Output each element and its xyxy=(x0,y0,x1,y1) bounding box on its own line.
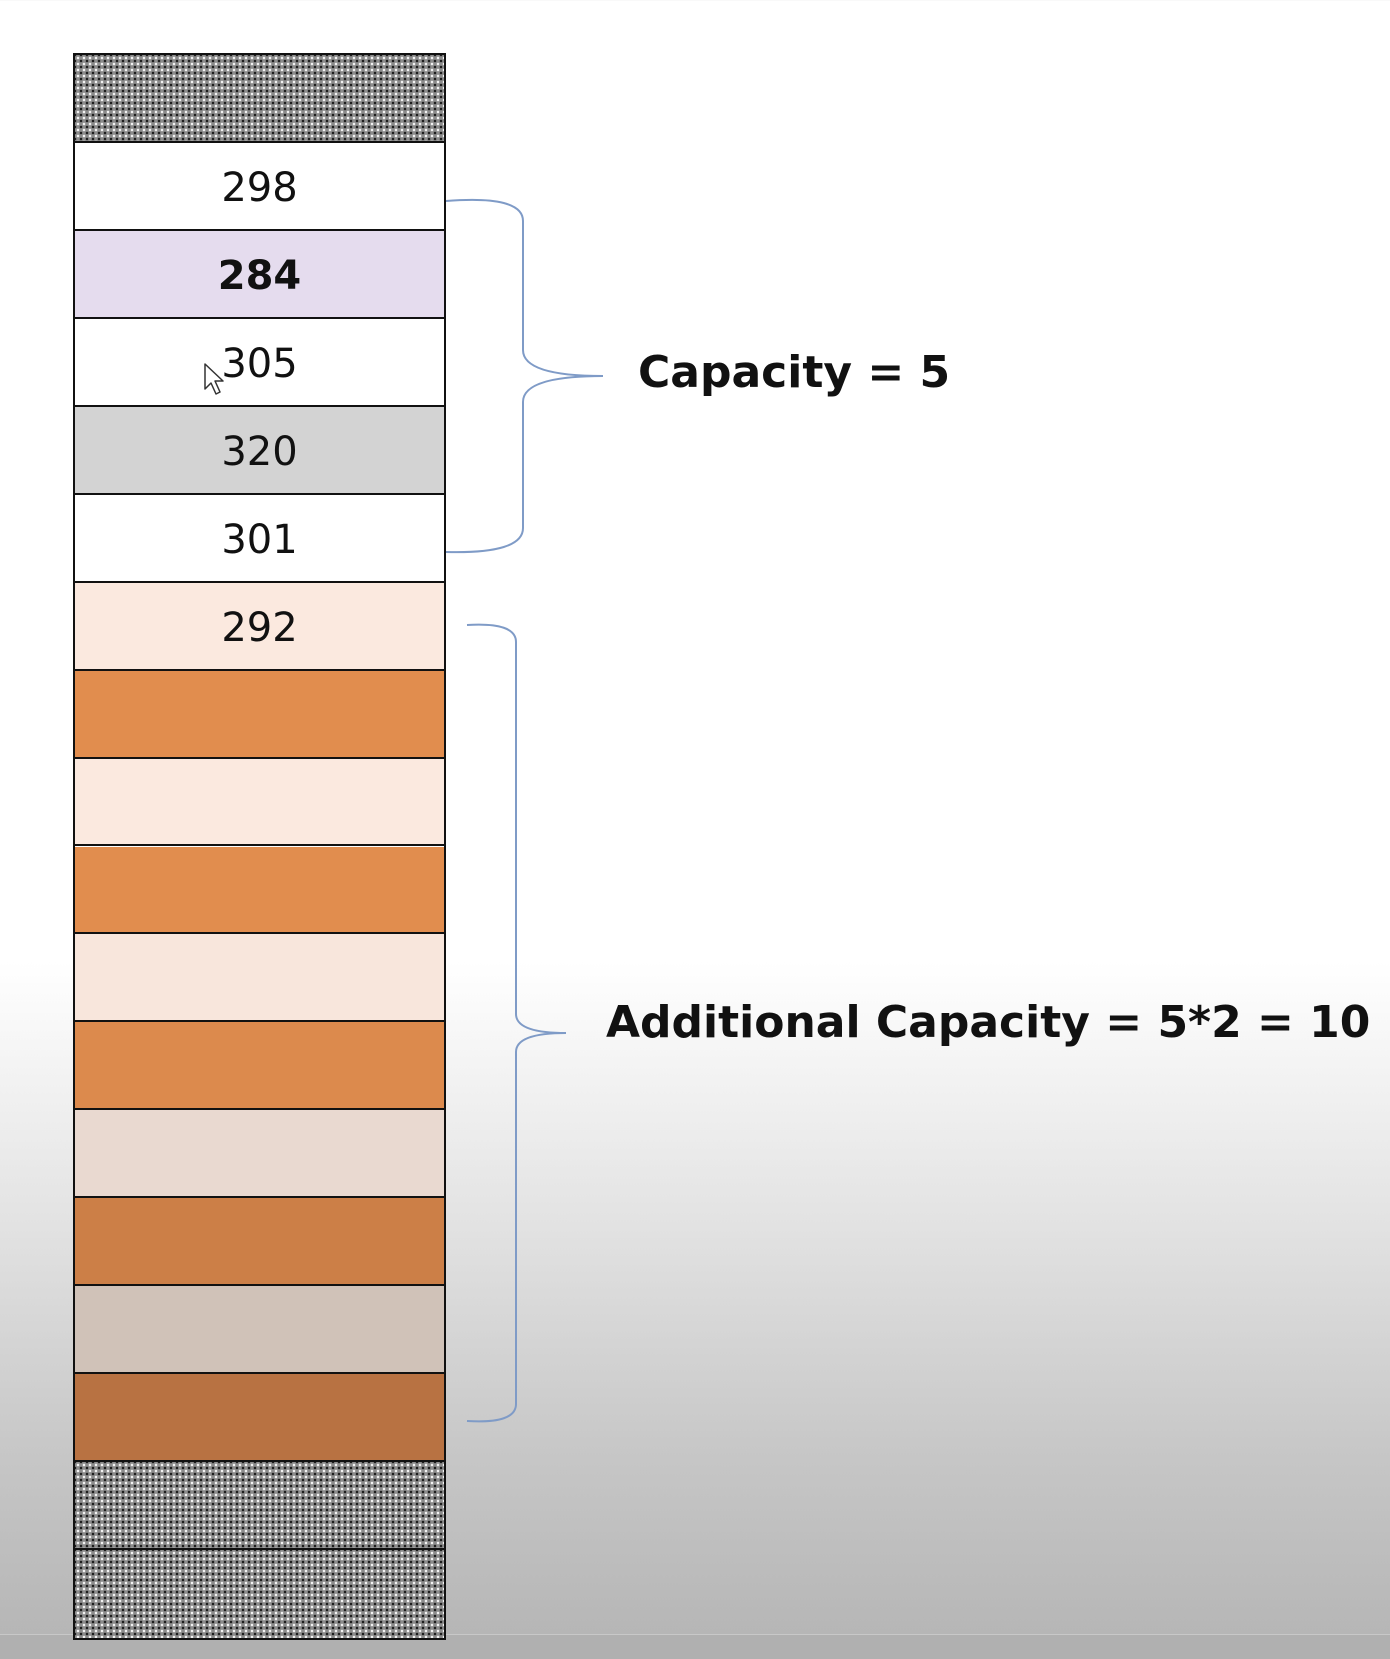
memory-cell-empty xyxy=(75,1198,444,1287)
memory-cell-value: 292 xyxy=(221,604,298,651)
memory-cell-empty xyxy=(75,670,444,759)
memory-cell-unavailable xyxy=(75,55,444,143)
additional-capacity-label: Additional Capacity = 5*2 = 10 xyxy=(606,997,1371,1048)
memory-cell-empty xyxy=(75,1286,444,1375)
memory-cell-empty xyxy=(75,1374,444,1463)
additional-capacity-brace-icon xyxy=(466,623,567,1423)
memory-cell-empty xyxy=(75,934,444,1023)
memory-cell-value: 305 xyxy=(221,340,298,387)
memory-cell-empty xyxy=(75,846,444,935)
memory-cell-292: 292 xyxy=(75,582,444,671)
memory-cell-value: 301 xyxy=(221,516,298,563)
memory-cell-empty xyxy=(75,1022,444,1111)
memory-cell-320: 320 xyxy=(75,406,444,495)
memory-cell-298: 298 xyxy=(75,142,444,231)
memory-array-column: 298 284 305 320 301 292 xyxy=(73,53,446,1640)
memory-cell-305: 305 xyxy=(75,318,444,407)
memory-cell-value: 320 xyxy=(221,428,298,475)
memory-cell-empty xyxy=(75,758,444,847)
memory-cell-unavailable xyxy=(75,1550,444,1638)
capacity-label: Capacity = 5 xyxy=(638,347,951,398)
memory-cell-value: 298 xyxy=(221,164,298,211)
memory-cell-unavailable xyxy=(75,1462,444,1551)
mouse-pointer-icon xyxy=(204,363,224,395)
memory-cell-301: 301 xyxy=(75,494,444,583)
memory-cell-value: 284 xyxy=(217,252,302,299)
memory-cell-empty xyxy=(75,1110,444,1199)
capacity-brace-icon xyxy=(445,198,604,554)
memory-cell-284: 284 xyxy=(75,230,444,319)
